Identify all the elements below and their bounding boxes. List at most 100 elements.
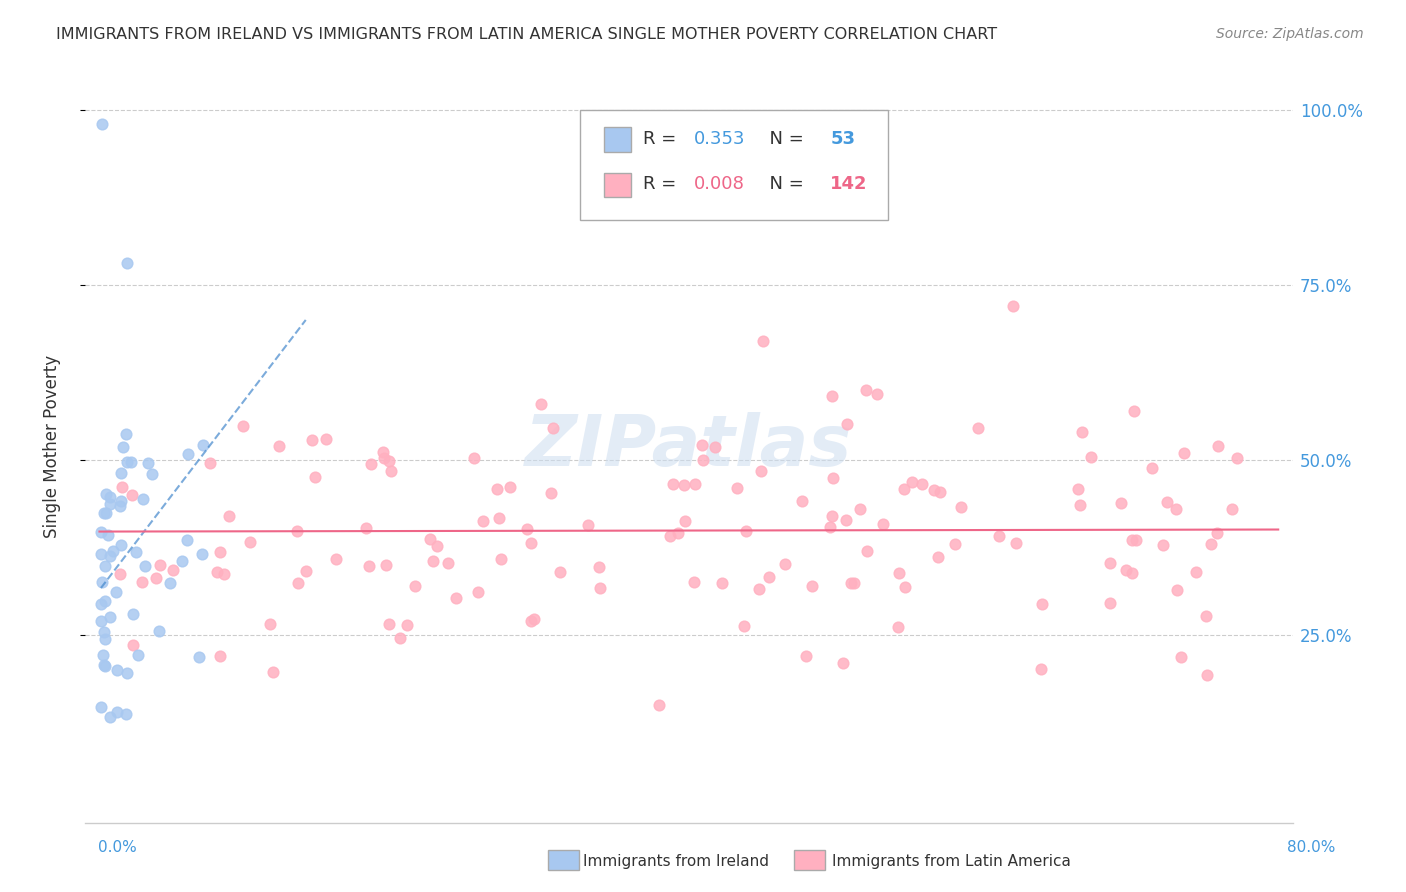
Point bbox=[262, 665, 284, 679]
Point bbox=[134, 559, 156, 574]
Point bbox=[839, 576, 862, 591]
Point bbox=[122, 638, 145, 652]
Point bbox=[325, 552, 347, 566]
Point bbox=[177, 447, 200, 461]
Point bbox=[107, 663, 129, 677]
Point bbox=[692, 453, 714, 467]
Point bbox=[704, 440, 727, 454]
Point bbox=[794, 649, 817, 664]
Point bbox=[375, 558, 398, 572]
Point bbox=[100, 549, 122, 563]
Point bbox=[105, 705, 128, 719]
Point bbox=[711, 576, 734, 591]
Point bbox=[131, 575, 153, 590]
Point bbox=[820, 520, 842, 534]
Point bbox=[489, 551, 512, 566]
Point bbox=[198, 456, 221, 470]
Point bbox=[285, 524, 308, 538]
Point bbox=[426, 540, 449, 554]
Point bbox=[360, 457, 382, 471]
Point bbox=[1031, 662, 1053, 676]
Point bbox=[576, 517, 599, 532]
Text: Immigrants from Latin America: Immigrants from Latin America bbox=[832, 855, 1071, 869]
Point bbox=[122, 607, 145, 622]
Point bbox=[1195, 609, 1218, 624]
Point bbox=[749, 464, 772, 478]
Point bbox=[1122, 404, 1144, 418]
Point bbox=[127, 648, 149, 662]
Point bbox=[162, 563, 184, 577]
Point bbox=[1173, 446, 1195, 460]
Point bbox=[94, 659, 117, 673]
Point bbox=[855, 383, 877, 397]
FancyBboxPatch shape bbox=[581, 110, 889, 219]
Point bbox=[463, 451, 485, 466]
Point bbox=[115, 665, 138, 680]
Point bbox=[893, 482, 915, 496]
Text: 0.008: 0.008 bbox=[693, 175, 745, 193]
Point bbox=[800, 579, 823, 593]
Point bbox=[1185, 565, 1208, 579]
Point bbox=[149, 558, 172, 572]
Point bbox=[187, 649, 209, 664]
Point bbox=[842, 576, 865, 591]
Point bbox=[467, 585, 489, 599]
Point bbox=[98, 497, 121, 511]
FancyBboxPatch shape bbox=[605, 128, 631, 152]
Point bbox=[373, 451, 395, 466]
Point bbox=[486, 482, 509, 496]
Point bbox=[922, 483, 945, 497]
Point bbox=[911, 477, 934, 491]
Point bbox=[658, 529, 681, 543]
Point bbox=[259, 617, 281, 632]
Point bbox=[1031, 597, 1053, 611]
Point bbox=[1115, 562, 1137, 576]
Point bbox=[927, 549, 949, 564]
FancyBboxPatch shape bbox=[605, 173, 631, 197]
Point bbox=[929, 484, 952, 499]
Point bbox=[1001, 299, 1024, 313]
Point bbox=[773, 557, 796, 571]
Point bbox=[419, 532, 441, 546]
Point bbox=[751, 334, 773, 348]
Point bbox=[121, 488, 143, 502]
Point bbox=[748, 582, 770, 596]
Point bbox=[666, 526, 689, 541]
Point bbox=[1206, 439, 1229, 453]
Point bbox=[988, 529, 1011, 543]
Point bbox=[821, 389, 844, 403]
Point bbox=[682, 574, 704, 589]
Point bbox=[967, 421, 990, 435]
Point bbox=[1199, 537, 1222, 551]
Point bbox=[209, 649, 232, 664]
Point bbox=[354, 521, 377, 535]
Point bbox=[121, 455, 143, 469]
Point bbox=[1205, 525, 1227, 540]
Point bbox=[125, 545, 148, 559]
Point bbox=[172, 554, 194, 568]
Point bbox=[110, 466, 132, 480]
Point bbox=[105, 585, 128, 599]
Point bbox=[101, 544, 124, 558]
Point bbox=[98, 709, 121, 723]
Point bbox=[145, 570, 167, 584]
Point bbox=[1125, 533, 1147, 548]
Point bbox=[872, 516, 894, 531]
Point bbox=[357, 559, 380, 574]
Point bbox=[93, 506, 115, 520]
Point bbox=[373, 445, 395, 459]
Point bbox=[90, 614, 112, 628]
Point bbox=[530, 397, 553, 411]
Point bbox=[472, 514, 495, 528]
Point bbox=[901, 475, 924, 489]
Point bbox=[835, 513, 858, 527]
Text: 0.353: 0.353 bbox=[693, 129, 745, 148]
Point bbox=[98, 491, 121, 505]
Point bbox=[520, 614, 543, 628]
Point bbox=[523, 612, 546, 626]
Point bbox=[91, 648, 114, 663]
Point bbox=[735, 524, 758, 538]
Point bbox=[690, 438, 713, 452]
Point bbox=[96, 506, 118, 520]
Text: IMMIGRANTS FROM IRELAND VS IMMIGRANTS FROM LATIN AMERICA SINGLE MOTHER POVERTY C: IMMIGRANTS FROM IRELAND VS IMMIGRANTS FR… bbox=[56, 27, 997, 42]
